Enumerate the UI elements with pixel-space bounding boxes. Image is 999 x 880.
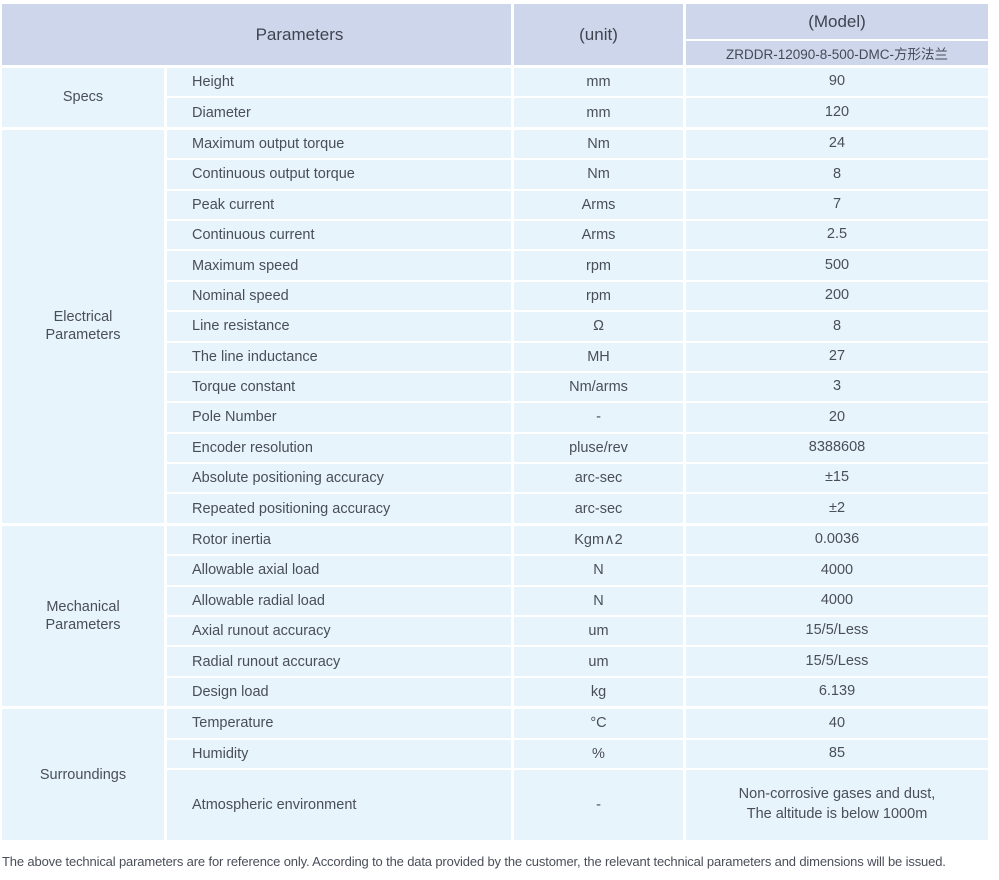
unit-cell: Arms [514, 220, 683, 250]
param-cell: Allowable axial load [167, 556, 511, 585]
section-label: Mechanical Parameters [2, 525, 164, 707]
value-cell: 8388608 [686, 433, 988, 463]
section-label: Specs [2, 68, 164, 127]
value-cell: 90 [686, 68, 988, 97]
unit-cell: Kgm∧2 [514, 525, 683, 555]
value-cell: 120 [686, 98, 988, 127]
header-unit: (unit) [514, 4, 683, 65]
param-cell: Maximum output torque [167, 129, 511, 159]
section-label-text: Electrical Parameters [45, 309, 121, 344]
unit-cell: °C [514, 709, 683, 738]
param-cell: Torque constant [167, 372, 511, 402]
header-model-value: ZRDDR-12090-8-500-DMC-方形法兰 [686, 41, 988, 65]
param-cell: Design load [167, 677, 511, 707]
value-cell: 4000 [686, 586, 988, 616]
value-cell: ±15 [686, 464, 988, 493]
spec-table: Parameters (unit) (Model) ZRDDR-12090-8-… [2, 4, 988, 840]
unit-cell: Nm [514, 129, 683, 159]
section-label-text: Mechanical Parameters [45, 598, 121, 634]
unit-cell: mm [514, 68, 683, 97]
section-label-text: Specs [62, 89, 104, 106]
unit-cell: Nm [514, 160, 683, 189]
unit-cell: mm [514, 98, 683, 127]
value-cell: 27 [686, 342, 988, 371]
value-cell: 4000 [686, 556, 988, 585]
param-cell: Radial runout accuracy [167, 647, 511, 676]
unit-cell: arc-sec [514, 494, 683, 523]
value-cell: ±2 [686, 494, 988, 523]
unit-cell: Nm/arms [514, 372, 683, 402]
section-surroundings: Surroundings Temperature °C 40 Humidity … [2, 709, 988, 840]
table-header: Parameters (unit) (Model) ZRDDR-12090-8-… [2, 4, 988, 65]
unit-cell: Ω [514, 312, 683, 341]
param-cell: Height [167, 68, 511, 97]
unit-cell: rpm [514, 281, 683, 311]
value-cell: 24 [686, 129, 988, 159]
value-cell: 85 [686, 739, 988, 768]
value-cell: 15/5/Less [686, 617, 988, 646]
param-cell: Line resistance [167, 312, 511, 341]
unit-cell: um [514, 647, 683, 676]
param-cell: The line inductance [167, 342, 511, 371]
unit-cell: - [514, 403, 683, 432]
unit-cell: rpm [514, 251, 683, 280]
value-cell: 40 [686, 709, 988, 738]
unit-cell: MH [514, 342, 683, 371]
param-cell: Rotor inertia [167, 525, 511, 555]
value-cell: 2.5 [686, 220, 988, 250]
unit-cell: N [514, 586, 683, 616]
footer-note: The above technical parameters are for r… [2, 853, 946, 869]
value-cell: 8 [686, 160, 988, 189]
param-cell: Continuous current [167, 220, 511, 250]
header-parameters: Parameters [2, 4, 511, 65]
unit-cell: Arms [514, 190, 683, 219]
param-cell: Humidity [167, 739, 511, 768]
value-cell: 3 [686, 372, 988, 402]
unit-cell: N [514, 556, 683, 585]
unit-cell: um [514, 617, 683, 646]
value-cell: 15/5/Less [686, 647, 988, 676]
value-cell: Non-corrosive gases and dust, The altitu… [686, 769, 988, 840]
section-label: Surroundings [2, 709, 164, 840]
param-cell: Peak current [167, 190, 511, 219]
section-electrical: Electrical Parameters Maximum output tor… [2, 129, 988, 523]
param-cell: Pole Number [167, 403, 511, 432]
section-mechanical: Mechanical Parameters Rotor inertia Kgm∧… [2, 525, 988, 707]
param-cell: Encoder resolution [167, 433, 511, 463]
section-specs: Specs Height mm 90 Diameter mm 120 [2, 68, 988, 127]
value-cell: 7 [686, 190, 988, 219]
value-cell: 200 [686, 281, 988, 311]
param-cell: Atmospheric environment [167, 769, 511, 840]
param-cell: Continuous output torque [167, 160, 511, 189]
param-cell: Nominal speed [167, 281, 511, 311]
section-label: Electrical Parameters [2, 129, 164, 523]
header-model: (Model) [686, 4, 988, 39]
param-cell: Repeated positioning accuracy [167, 494, 511, 523]
value-cell: 8 [686, 312, 988, 341]
value-cell: 20 [686, 403, 988, 432]
param-cell: Absolute positioning accuracy [167, 464, 511, 493]
param-cell: Allowable radial load [167, 586, 511, 616]
value-cell: 0.0036 [686, 525, 988, 555]
value-cell: 500 [686, 251, 988, 280]
param-cell: Temperature [167, 709, 511, 738]
unit-cell: kg [514, 677, 683, 707]
param-cell: Maximum speed [167, 251, 511, 280]
unit-cell: arc-sec [514, 464, 683, 493]
unit-cell: pluse/rev [514, 433, 683, 463]
section-label-text: Surroundings [39, 766, 127, 783]
unit-cell: - [514, 769, 683, 840]
unit-cell: % [514, 739, 683, 768]
value-cell: 6.139 [686, 677, 988, 707]
param-cell: Axial runout accuracy [167, 617, 511, 646]
param-cell: Diameter [167, 98, 511, 127]
